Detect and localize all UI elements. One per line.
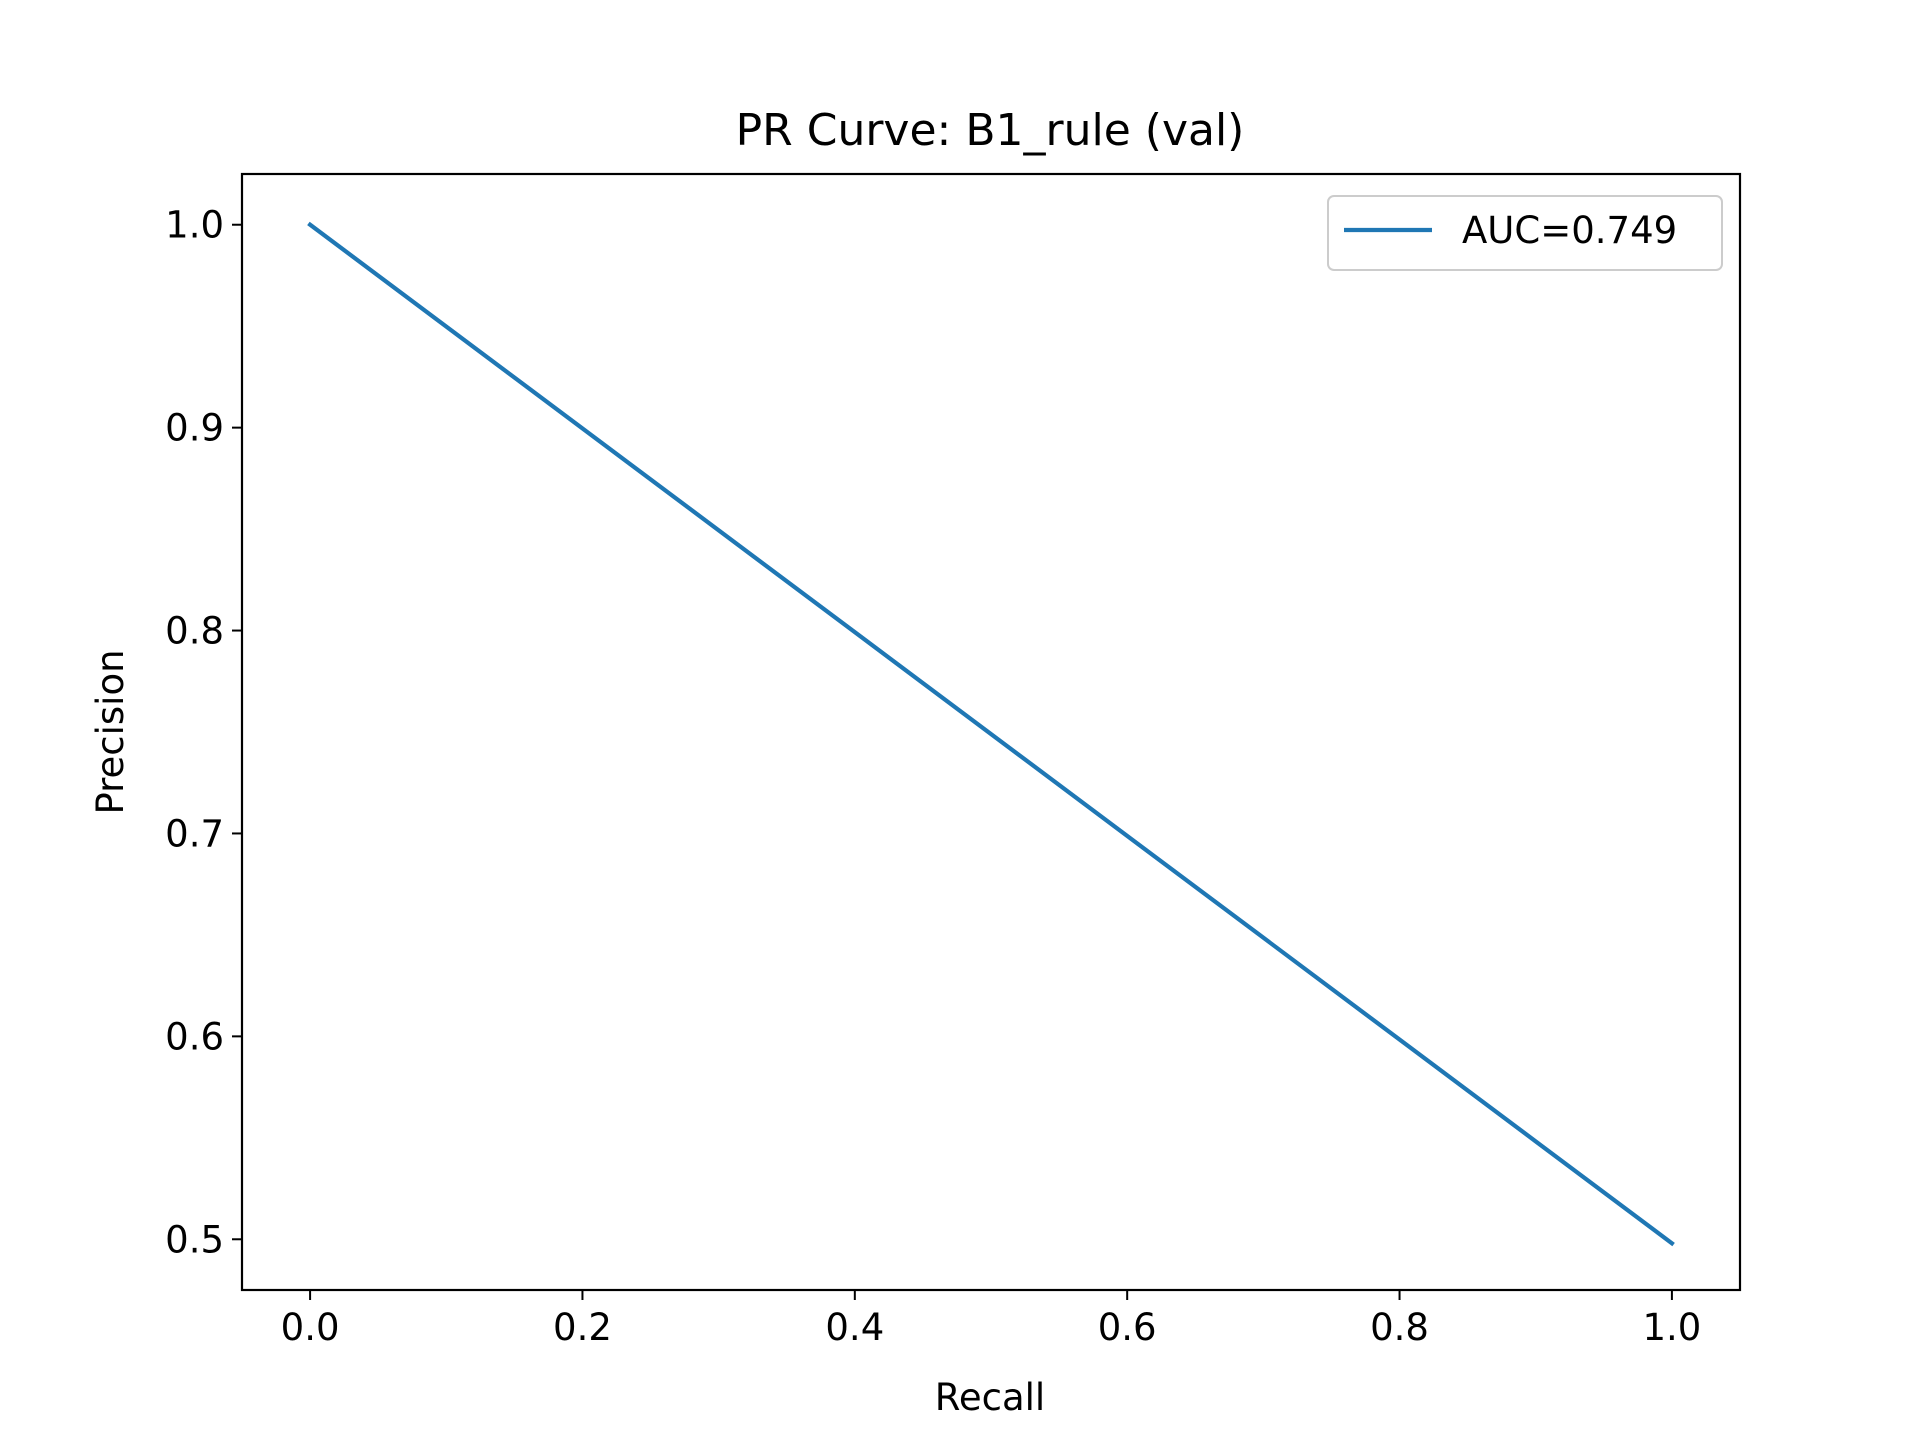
x-tick-label: 0.8 (1370, 1306, 1429, 1349)
series-layer (307, 221, 1675, 1247)
x-tick-label: 0.2 (553, 1306, 612, 1349)
legend-box (1327, 195, 1723, 271)
x-tick-label: 1.0 (1642, 1306, 1701, 1349)
y-tick-label: 0.5 (165, 1218, 224, 1261)
y-tick-label: 0.7 (165, 812, 224, 855)
x-tick-label: 0.4 (825, 1306, 884, 1349)
y-tick-label: 0.8 (165, 610, 224, 653)
y-tick-label: 0.6 (165, 1015, 224, 1058)
series-line (307, 221, 1675, 1247)
legend: AUC=0.749 (1327, 195, 1723, 271)
x-axis-ticks: 0.0 0.2 0.4 0.6 0.8 1.0 (281, 1290, 1701, 1349)
x-tick-label: 0.6 (1098, 1306, 1157, 1349)
chart-title: PR Curve: B1_rule (val) (736, 105, 1245, 156)
plot-area: 0.0 0.2 0.4 0.6 0.8 1.0 0.5 0.6 0.7 0.8 0.9 1.0 (165, 172, 1742, 1349)
y-axis-label: Precision (89, 649, 132, 814)
x-axis-label: Recall (935, 1376, 1045, 1419)
y-tick-label: 0.9 (165, 407, 224, 450)
y-tick-label: 1.0 (165, 204, 224, 247)
y-axis-ticks: 0.5 0.6 0.7 0.8 0.9 1.0 (165, 204, 242, 1261)
legend-label: AUC=0.749 (1462, 209, 1677, 252)
x-tick-label: 0.0 (281, 1306, 340, 1349)
